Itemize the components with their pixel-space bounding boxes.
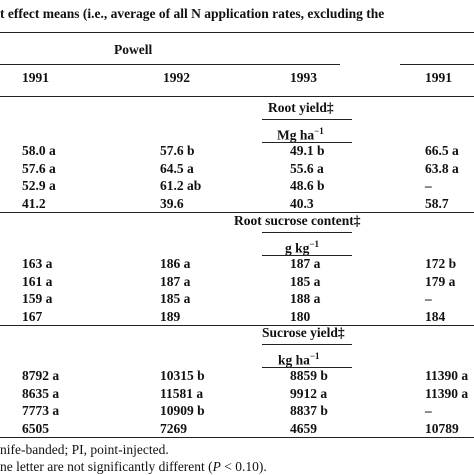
cell: 159 a	[22, 291, 53, 306]
unit-exponent: −1	[314, 126, 324, 136]
unit-text: g kg	[285, 240, 310, 256]
cell: 167	[22, 308, 43, 324]
cell: 9912 a	[290, 385, 328, 401]
rule	[0, 437, 474, 438]
cell: 58.0 a	[22, 143, 56, 158]
rule	[262, 232, 352, 233]
cell: 188 a	[290, 291, 321, 306]
cell: 180	[290, 308, 311, 324]
unit: Mg ha−1	[277, 123, 324, 144]
cell: 48.6 b	[290, 178, 325, 193]
cell: 189	[160, 308, 181, 324]
cell: 4659	[290, 420, 317, 436]
unit-exponent: −1	[309, 239, 320, 249]
section-title: Sucrose yield‡	[262, 325, 345, 340]
title: t effect means (i.e., average of all N a…	[0, 6, 385, 21]
rule	[0, 32, 474, 33]
unit: g kg−1	[285, 236, 319, 257]
footnote: ne letter are not significantly differen…	[0, 459, 267, 475]
footnote-text: < 0.10).	[220, 459, 267, 474]
cell: 11581 a	[160, 385, 204, 401]
cell: 10909 b	[160, 403, 205, 418]
section-title: Root yield‡	[268, 100, 334, 115]
year: 1991	[22, 70, 49, 85]
cell: 186 a	[160, 256, 191, 271]
unit-text: kg ha	[278, 352, 310, 368]
cell: 11390 a	[425, 368, 469, 383]
cell: 172 b	[425, 256, 457, 271]
year: 1992	[163, 70, 190, 85]
cell: 57.6 b	[160, 143, 195, 158]
cell: 8859 b	[290, 368, 328, 383]
cell: –	[425, 178, 432, 193]
cell: 66.5 a	[425, 143, 459, 158]
rule	[0, 325, 474, 326]
cell: 57.6 a	[22, 160, 56, 176]
cell: 6505	[22, 420, 49, 436]
cell: 185 a	[290, 273, 321, 289]
rule	[262, 119, 352, 120]
footnote-text: ne letter are not significantly differen…	[0, 459, 213, 474]
cell: 63.8 a	[425, 160, 459, 176]
cell: –	[425, 403, 432, 418]
cell: 55.6 a	[290, 160, 324, 176]
cell: 11390 a	[425, 385, 469, 401]
footnote-italic: P	[212, 459, 221, 474]
cell: 8837 b	[290, 403, 328, 418]
rule	[400, 64, 474, 65]
cell: 187 a	[290, 256, 321, 271]
cell: 161 a	[22, 273, 53, 289]
cell: –	[425, 291, 432, 306]
cell: 179 a	[425, 273, 456, 289]
group-label: Powell	[114, 42, 153, 57]
rule	[0, 212, 474, 213]
rule	[262, 255, 352, 256]
cell: 49.1 b	[290, 143, 325, 158]
year: 1993	[290, 70, 317, 85]
cell: 41.2	[22, 195, 46, 211]
cell: 7269	[160, 420, 187, 436]
cell: 185 a	[160, 291, 191, 306]
rule	[0, 64, 340, 65]
rule	[262, 367, 352, 368]
footnote: nife-banded; PI, point-injected.	[0, 442, 169, 457]
cell: 40.3	[290, 195, 314, 211]
rule	[0, 96, 474, 97]
cell: 163 a	[22, 256, 53, 271]
cell: 64.5 a	[160, 160, 194, 176]
cell: 10315 b	[160, 368, 205, 383]
cell: 8792 a	[22, 368, 60, 383]
cell: 10789	[425, 420, 459, 436]
section-title: Root sucrose content‡	[234, 213, 361, 228]
cell: 8635 a	[22, 385, 60, 401]
cell: 61.2 ab	[160, 178, 202, 193]
unit: kg ha−1	[278, 348, 320, 369]
unit-text: Mg ha	[277, 127, 315, 143]
cell: 58.7	[425, 195, 449, 211]
cell: 184	[425, 308, 446, 324]
cell: 187 a	[160, 273, 191, 289]
unit-exponent: −1	[309, 351, 320, 361]
cell: 39.6	[160, 195, 184, 211]
rule	[262, 344, 352, 345]
rule	[262, 142, 352, 143]
cell: 52.9 a	[22, 178, 56, 193]
cell: 7773 a	[22, 403, 60, 418]
year: 1991	[425, 70, 452, 85]
